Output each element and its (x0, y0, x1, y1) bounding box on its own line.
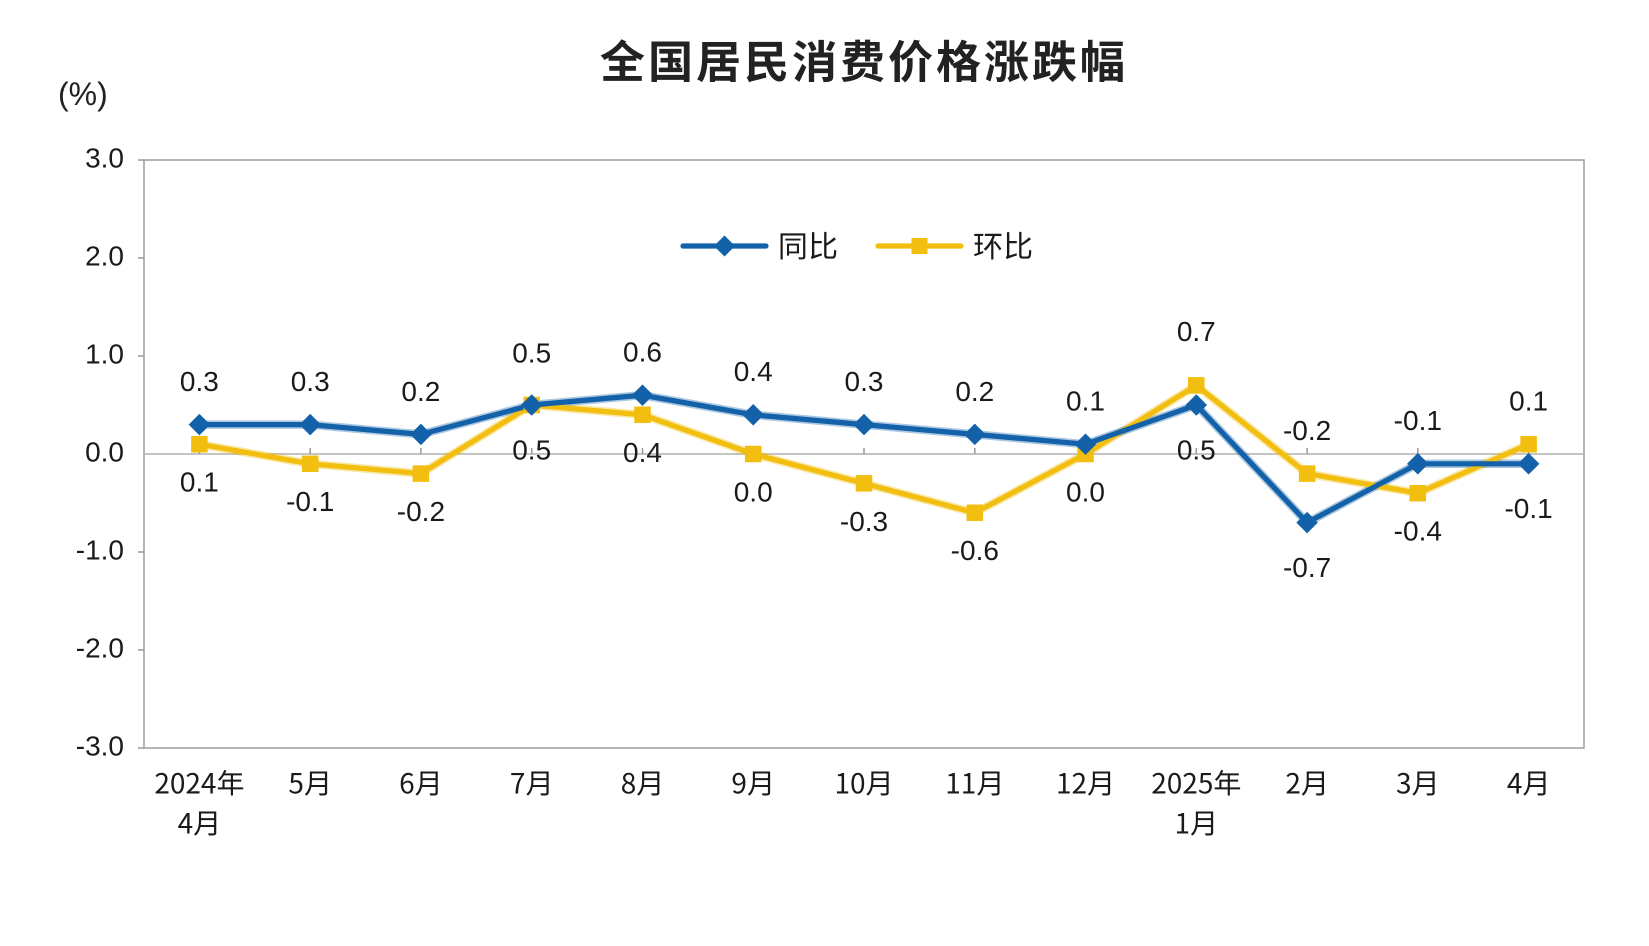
svg-text:8月: 8月 (621, 763, 665, 803)
svg-text:1.0: 1.0 (85, 338, 124, 369)
svg-text:0.3: 0.3 (180, 366, 219, 397)
svg-text:-0.4: -0.4 (1394, 516, 1442, 547)
svg-text:2024年: 2024年 (154, 763, 244, 803)
svg-text:同比: 同比 (778, 222, 838, 266)
svg-text:0.1: 0.1 (180, 467, 219, 498)
svg-text:0.0: 0.0 (85, 436, 124, 467)
svg-text:0.5: 0.5 (1177, 434, 1216, 465)
svg-text:-0.7: -0.7 (1283, 552, 1331, 583)
svg-text:-0.6: -0.6 (951, 535, 999, 566)
svg-text:0.3: 0.3 (291, 366, 330, 397)
svg-text:0.1: 0.1 (1509, 386, 1548, 417)
svg-text:3月: 3月 (1396, 763, 1440, 803)
svg-text:-3.0: -3.0 (76, 730, 124, 761)
svg-text:6月: 6月 (399, 763, 443, 803)
svg-text:-0.2: -0.2 (1283, 415, 1331, 446)
svg-text:0.5: 0.5 (512, 434, 551, 465)
svg-text:0.2: 0.2 (955, 376, 994, 407)
svg-text:4月: 4月 (1507, 763, 1551, 803)
svg-text:0.5: 0.5 (512, 337, 551, 368)
svg-text:2.0: 2.0 (85, 240, 124, 271)
svg-text:0.4: 0.4 (623, 437, 662, 468)
svg-text:0.6: 0.6 (623, 337, 662, 368)
svg-text:-2.0: -2.0 (76, 632, 124, 663)
svg-text:环比: 环比 (973, 222, 1033, 266)
svg-text:5月: 5月 (288, 763, 332, 803)
svg-text:12月: 12月 (1056, 763, 1115, 803)
svg-text:7月: 7月 (510, 763, 554, 803)
svg-text:1月: 1月 (1175, 803, 1219, 843)
svg-text:3.0: 3.0 (85, 142, 124, 173)
svg-text:-0.1: -0.1 (286, 486, 334, 517)
svg-text:-1.0: -1.0 (76, 534, 124, 565)
svg-text:-0.2: -0.2 (397, 496, 445, 527)
svg-text:0.7: 0.7 (1177, 316, 1216, 347)
svg-text:2月: 2月 (1285, 763, 1329, 803)
svg-text:0.3: 0.3 (845, 366, 884, 397)
svg-text:0.0: 0.0 (1066, 476, 1105, 507)
svg-text:10月: 10月 (834, 763, 893, 803)
svg-text:-0.1: -0.1 (1394, 405, 1442, 436)
svg-text:0.0: 0.0 (734, 476, 773, 507)
svg-text:-0.3: -0.3 (840, 506, 888, 537)
svg-text:2025年: 2025年 (1151, 763, 1241, 803)
svg-text:0.2: 0.2 (401, 376, 440, 407)
svg-text:11月: 11月 (945, 763, 1004, 803)
svg-text:9月: 9月 (731, 763, 775, 803)
svg-text:0.1: 0.1 (1066, 386, 1105, 417)
svg-text:4月: 4月 (178, 803, 222, 843)
svg-text:0.4: 0.4 (734, 356, 773, 387)
svg-text:-0.1: -0.1 (1504, 493, 1552, 524)
